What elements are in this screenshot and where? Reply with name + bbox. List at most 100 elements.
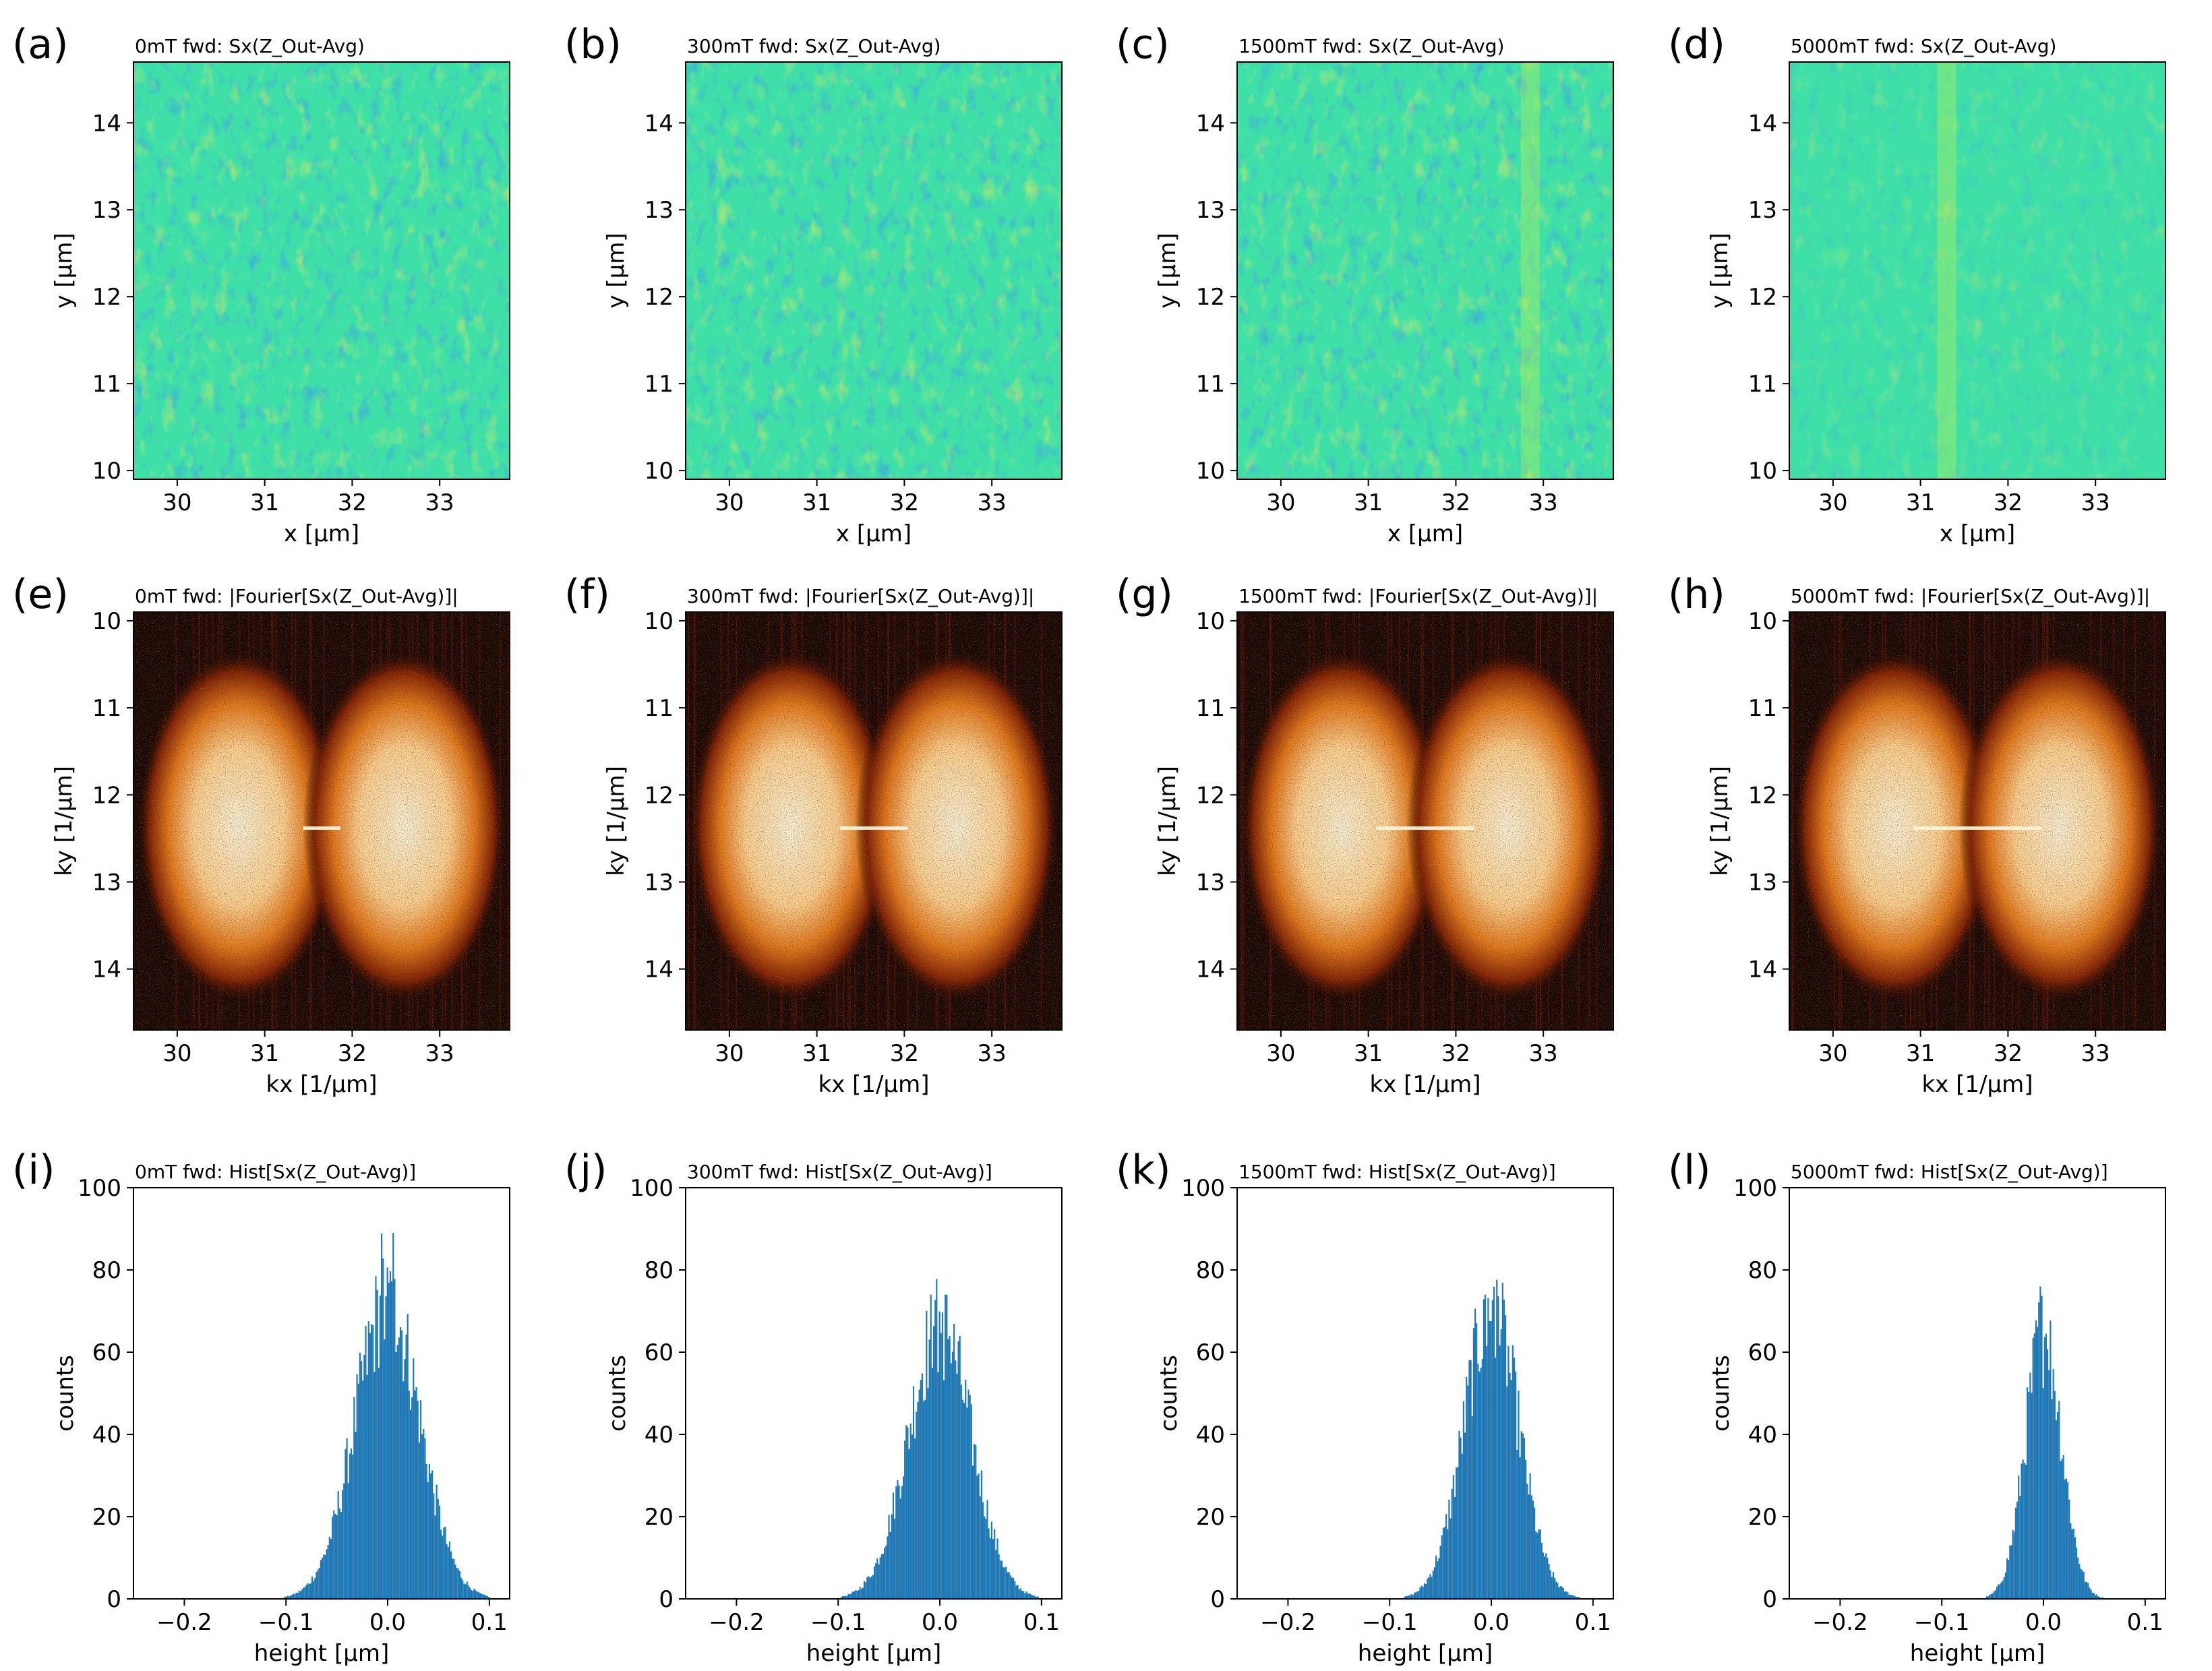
y-axis-label: y [µm]	[1154, 233, 1181, 308]
histogram-bar	[1456, 1467, 1458, 1599]
histogram-bar	[297, 1593, 299, 1599]
histogram-bar	[409, 1409, 412, 1599]
histogram-bar	[2006, 1558, 2008, 1599]
histogram-bar	[336, 1515, 338, 1599]
histogram-bar	[2003, 1577, 2005, 1599]
histogram-bar	[1024, 1593, 1026, 1599]
histogram-bar	[413, 1358, 415, 1599]
histogram-bar	[431, 1470, 434, 1599]
histogram-bar	[1509, 1372, 1511, 1599]
histogram-bar	[1483, 1299, 1485, 1599]
histogram-bar	[343, 1483, 345, 1599]
histogram-bar	[1497, 1296, 1499, 1599]
y-tick-label: 0	[659, 1586, 674, 1613]
y-axis-label: counts	[1708, 1355, 1735, 1432]
histogram-bar	[469, 1587, 471, 1599]
x-axis-label: height [µm]	[1358, 1640, 1493, 1667]
histogram-bar	[1447, 1529, 1449, 1599]
fourier-dark-speckle	[1789, 612, 2165, 1030]
histogram-bar	[2099, 1596, 2101, 1599]
histogram-bar	[931, 1368, 933, 1599]
histogram-bar	[1477, 1364, 1479, 1599]
histogram-bar	[394, 1279, 396, 1599]
histogram-bar	[876, 1558, 878, 1599]
histogram-bar	[1433, 1567, 1436, 1599]
histogram-bar	[421, 1434, 423, 1599]
histogram-bar	[385, 1296, 387, 1599]
histogram-bar	[404, 1359, 406, 1599]
histogram-bar	[1536, 1532, 1538, 1599]
histogram-bar	[1413, 1592, 1415, 1599]
panel-title: 1500mT fwd: Sx(Z_Out-Avg)	[1238, 35, 1504, 57]
histogram-bar	[1513, 1358, 1516, 1599]
plot-frame	[685, 1187, 1063, 1600]
histogram-bar	[895, 1486, 897, 1599]
histogram-bar	[320, 1560, 322, 1599]
histogram-bar	[2079, 1564, 2081, 1599]
histogram-bar	[1547, 1557, 1549, 1599]
histogram-bar	[411, 1397, 413, 1599]
histogram-bar	[966, 1407, 968, 1599]
histogram-bar	[2033, 1333, 2035, 1599]
histogram-bar	[901, 1486, 903, 1599]
histogram-bar	[2072, 1528, 2074, 1599]
histogram-bar	[1449, 1518, 1452, 1599]
histogram-bar	[303, 1587, 305, 1599]
histogram-bar	[1034, 1596, 1036, 1599]
histogram-bar	[924, 1399, 926, 1599]
histogram-bar	[846, 1596, 848, 1599]
histogram-bar	[907, 1427, 909, 1599]
y-tick-label: 11	[92, 695, 121, 722]
histogram-bar	[984, 1516, 986, 1599]
fourier-dark-speckle	[1237, 612, 1613, 1030]
histogram-bar	[1462, 1401, 1464, 1599]
histogram-bar	[328, 1536, 330, 1599]
histogram-bar	[1996, 1586, 1998, 1599]
y-tick-label: 12	[645, 782, 674, 809]
histogram-bar	[1994, 1590, 1996, 1599]
histogram-bar	[2051, 1399, 2053, 1599]
histogram-bar	[293, 1593, 295, 1599]
histogram-bar	[1487, 1298, 1489, 1599]
histogram-bar	[1037, 1596, 1039, 1599]
heatmap-high-regions	[1237, 62, 1613, 479]
histogram-bar	[454, 1564, 456, 1599]
histogram-bar	[999, 1560, 1001, 1599]
histogram-bar	[457, 1569, 459, 1599]
histogram-bar	[863, 1581, 866, 1599]
y-tick-label: 14	[1196, 956, 1225, 983]
panel-letter: (j)	[564, 1147, 607, 1194]
fourier-center-line	[1913, 826, 2041, 830]
histogram-bar	[974, 1444, 976, 1599]
fourier-dark-speckle	[686, 612, 1062, 1030]
histogram-bar	[437, 1498, 439, 1599]
histogram-bar	[407, 1314, 409, 1599]
histogram-bar	[911, 1434, 913, 1599]
histogram-bar	[444, 1526, 446, 1599]
x-axis-label: x [µm]	[1940, 520, 2015, 547]
histogram-bar	[998, 1554, 1000, 1599]
histogram-bar	[460, 1577, 462, 1599]
panel-title: 300mT fwd: Sx(Z_Out-Avg)	[687, 35, 941, 57]
histogram-bar	[2068, 1499, 2070, 1599]
histogram-bar	[438, 1505, 440, 1599]
histogram-bar	[1457, 1467, 1459, 1599]
histogram-bar	[436, 1484, 438, 1599]
y-tick-label: 14	[1196, 110, 1225, 137]
histogram-bar	[1439, 1546, 1441, 1599]
y-tick-label: 14	[645, 956, 674, 983]
histogram-bar	[2045, 1333, 2047, 1599]
y-tick-label: 0	[1762, 1586, 1777, 1613]
histogram-bar	[2021, 1463, 2023, 1599]
x-tick-label: 33	[425, 1040, 454, 1067]
histogram-bar	[396, 1345, 398, 1599]
fourier-center-line	[303, 826, 340, 830]
histogram-bar	[418, 1442, 420, 1599]
histogram-bar	[1472, 1328, 1474, 1599]
y-tick-label: 40	[92, 1422, 121, 1449]
histogram-bar	[1512, 1345, 1514, 1599]
histogram-bar	[2074, 1537, 2076, 1599]
panel-title: 1500mT fwd: |Fourier[Sx(Z_Out-Avg)]|	[1238, 585, 1598, 607]
histogram-bar	[879, 1557, 881, 1599]
histogram-bar	[1036, 1597, 1038, 1599]
